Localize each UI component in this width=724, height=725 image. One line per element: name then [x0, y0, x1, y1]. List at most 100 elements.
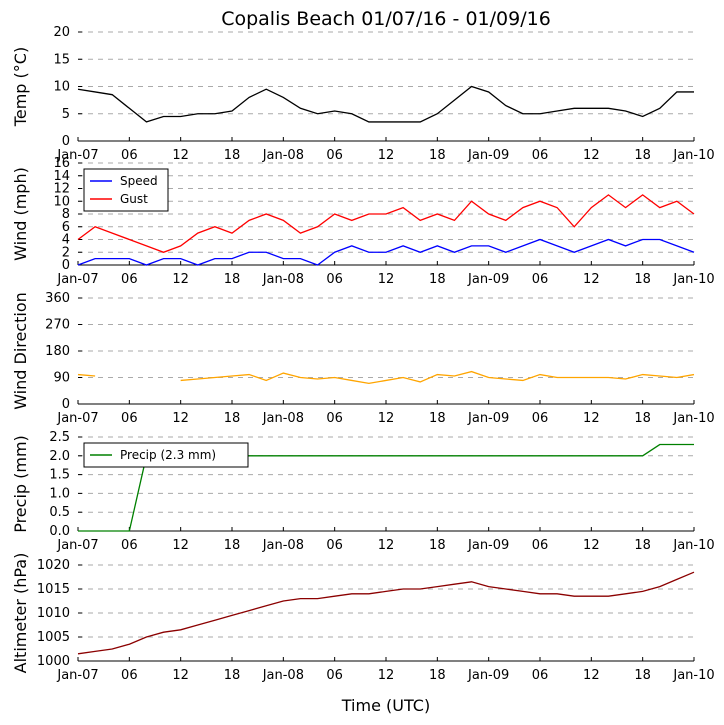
x-tick-label: 06	[121, 272, 138, 287]
x-tick-label: 06	[121, 411, 138, 426]
y-tick-label: 5	[62, 107, 70, 122]
x-tick-label: 18	[224, 148, 241, 163]
legend-label: Speed	[120, 174, 158, 188]
x-tick-label: Jan-09	[467, 148, 509, 163]
y-tick-label: 16	[53, 156, 70, 171]
x-tick-label: 06	[532, 668, 549, 683]
x-tick-label: 12	[583, 272, 600, 287]
x-tick-label: 12	[583, 411, 600, 426]
data-line	[77, 194, 695, 253]
x-tick-label: 12	[583, 538, 600, 553]
x-tick-label: 18	[429, 411, 446, 426]
x-tick-label: 12	[378, 148, 395, 163]
x-tick-label: Jan-07	[56, 668, 98, 683]
x-tick-label: 12	[172, 148, 189, 163]
x-tick-label: 18	[429, 668, 446, 683]
y-tick-label: 10	[53, 194, 70, 209]
x-tick-label: 18	[634, 538, 651, 553]
x-tick-label: 12	[172, 272, 189, 287]
x-tick-label: Jan-10	[672, 411, 714, 426]
y-tick-label: 2.5	[49, 430, 70, 445]
y-tick-label: 20	[53, 25, 70, 40]
x-tick-label: Jan-08	[262, 272, 304, 287]
y-tick-label: 0	[62, 134, 70, 149]
x-tick-label: Jan-09	[467, 272, 509, 287]
y-tick-label: 360	[45, 291, 70, 306]
y-tick-label: 0	[62, 258, 70, 273]
y-tick-label: 4	[62, 233, 70, 248]
x-tick-label: 18	[634, 272, 651, 287]
y-tick-label: 0	[62, 397, 70, 412]
x-tick-label: 18	[224, 272, 241, 287]
y-axis-label: Altimeter (hPa)	[11, 553, 30, 674]
x-tick-label: 12	[583, 668, 600, 683]
y-tick-label: 8	[62, 207, 70, 222]
x-tick-label: 18	[224, 538, 241, 553]
y-axis-label: Wind Direction	[11, 292, 30, 410]
x-tick-label: Jan-08	[262, 538, 304, 553]
x-tick-label: 06	[532, 411, 549, 426]
y-tick-label: 1005	[37, 630, 70, 645]
legend-label: Precip (2.3 mm)	[120, 448, 216, 462]
y-tick-label: 6	[62, 220, 70, 235]
y-tick-label: 270	[45, 318, 70, 333]
x-tick-label: 12	[172, 538, 189, 553]
legend: Speed Gust	[83, 168, 169, 212]
y-tick-label: 90	[53, 371, 70, 386]
data-line	[77, 571, 695, 655]
y-tick-label: 10	[53, 80, 70, 95]
y-tick-label: 1.0	[49, 486, 70, 501]
x-tick-label: 18	[224, 668, 241, 683]
x-tick-label: 18	[429, 148, 446, 163]
x-tick-label: 18	[634, 411, 651, 426]
x-tick-label: 12	[172, 411, 189, 426]
x-tick-label: Jan-08	[262, 411, 304, 426]
data-line	[77, 238, 695, 266]
x-tick-label: Jan-08	[262, 148, 304, 163]
y-axis-label: Temp (°C)	[11, 47, 30, 127]
x-tick-label: 18	[429, 272, 446, 287]
y-tick-label: 1015	[37, 582, 70, 597]
x-tick-label: Jan-09	[467, 668, 509, 683]
x-tick-label: 06	[326, 411, 343, 426]
x-tick-label: 06	[121, 148, 138, 163]
y-tick-label: 1.5	[49, 468, 70, 483]
x-axis-label: Time (UTC)	[341, 696, 430, 715]
x-tick-label: 18	[634, 148, 651, 163]
x-tick-label: Jan-07	[56, 148, 98, 163]
data-line	[77, 370, 695, 385]
y-tick-label: 2.0	[49, 449, 70, 464]
y-tick-label: 2	[62, 245, 70, 260]
x-tick-label: Jan-10	[672, 668, 714, 683]
x-tick-label: Jan-08	[262, 668, 304, 683]
x-tick-label: 06	[121, 538, 138, 553]
y-axis-label: Wind (mph)	[11, 167, 30, 261]
x-tick-label: 06	[326, 538, 343, 553]
x-tick-label: 12	[378, 538, 395, 553]
y-tick-label: 180	[45, 344, 70, 359]
x-tick-label: Jan-09	[467, 411, 509, 426]
x-tick-label: Jan-07	[56, 411, 98, 426]
x-tick-label: Jan-09	[467, 538, 509, 553]
x-tick-label: 06	[532, 538, 549, 553]
y-tick-label: 12	[53, 182, 70, 197]
legend-box	[83, 168, 169, 212]
legend-label: Gust	[120, 192, 148, 206]
x-tick-label: 06	[532, 272, 549, 287]
x-tick-label: 06	[326, 148, 343, 163]
x-tick-label: 12	[378, 272, 395, 287]
y-tick-label: 0.5	[49, 505, 70, 520]
x-tick-label: 18	[224, 411, 241, 426]
y-tick-label: 1010	[37, 606, 70, 621]
chart-title: Copalis Beach 01/07/16 - 01/09/16	[221, 8, 551, 30]
legend: Precip (2.3 mm)	[83, 442, 249, 468]
x-tick-label: 12	[378, 411, 395, 426]
y-tick-label: 1020	[37, 558, 70, 573]
y-tick-label: 14	[53, 169, 70, 184]
data-line	[77, 85, 694, 123]
y-tick-label: 1000	[37, 654, 70, 669]
y-tick-label: 0.0	[49, 524, 70, 539]
x-tick-label: Jan-10	[672, 148, 714, 163]
x-tick-label: 06	[121, 668, 138, 683]
x-tick-label: 18	[634, 668, 651, 683]
